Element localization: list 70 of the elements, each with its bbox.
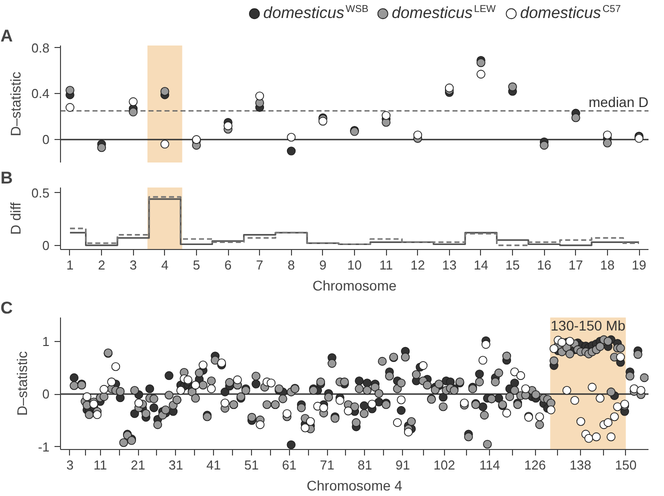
x-tick-label: 14	[474, 258, 488, 272]
y-tick-label: 0.5	[31, 185, 50, 200]
x-tick-label: 6	[224, 258, 232, 272]
x-tick-label: 19	[632, 258, 646, 272]
y-tick-label: 0.8	[31, 40, 50, 56]
x-tick-label: 138	[570, 458, 592, 472]
x-tick-label: 15	[505, 258, 520, 272]
x-tick-label: 16	[536, 258, 552, 272]
x-tick-label: 10	[347, 258, 362, 272]
y-axis-title: D–statistic	[14, 351, 30, 416]
x-axis-title: Chromosome	[312, 278, 397, 294]
x-tick-label: 17	[568, 258, 584, 272]
x-tick-label: 61	[282, 458, 297, 472]
x-tick-label: 3	[130, 258, 137, 272]
point	[571, 113, 580, 122]
x-tick-label: 5	[192, 258, 200, 272]
x-tick-label: 91	[395, 458, 410, 472]
point	[128, 108, 138, 116]
x-tick-label: 12	[410, 258, 425, 272]
x-tick-label: 3	[66, 458, 74, 472]
x-tick-label: 150	[614, 458, 637, 472]
point	[318, 116, 328, 126]
point	[603, 138, 612, 148]
x-tick-label: 31	[168, 458, 184, 472]
x-tick-label: 13	[442, 258, 457, 272]
x-tick-label: 21	[130, 458, 146, 472]
ref-line-label: median D	[588, 94, 649, 110]
point	[66, 86, 74, 95]
point	[413, 130, 422, 140]
x-tick-label: 41	[206, 458, 221, 472]
x-tick-label: 102	[433, 458, 456, 472]
x-tick-label: 51	[244, 458, 259, 472]
point	[286, 132, 296, 142]
x-tick-label: 7	[256, 258, 264, 272]
x-tick-label: 11	[379, 258, 393, 272]
y-tick-label: 1	[42, 334, 50, 349]
y-tick-label: 0	[42, 238, 50, 253]
point	[476, 58, 486, 68]
point	[160, 86, 170, 96]
x-tick-label: 4	[161, 258, 168, 272]
x-tick-label: 18	[600, 258, 615, 272]
chart-title: B	[0, 168, 13, 188]
y-tick-label: 0	[42, 132, 50, 148]
point	[540, 140, 549, 150]
point	[444, 84, 454, 92]
x-tick-label: 2	[98, 258, 106, 272]
band-label: 130-150 Mb	[550, 318, 626, 334]
x-tick-label: 8	[288, 258, 295, 272]
x-tick-label: 11	[93, 458, 107, 472]
y-axis-title: D–statistic	[7, 72, 24, 136]
chart-title: C	[0, 298, 13, 318]
point	[160, 140, 170, 149]
point	[508, 82, 517, 92]
x-tick-label: 114	[479, 458, 500, 472]
y-tick-label: 0	[42, 386, 50, 402]
y-tick-label: -1	[38, 439, 50, 454]
point	[224, 121, 232, 130]
x-tick-label: 81	[358, 458, 372, 472]
point	[97, 143, 106, 152]
y-axis-title: D diff	[7, 202, 24, 235]
x-tick-label: 9	[319, 258, 327, 272]
x-tick-label: 126	[524, 458, 546, 472]
point	[603, 130, 612, 140]
x-tick-label: 71	[320, 458, 334, 472]
point	[286, 146, 296, 156]
y-tick-label: 0.4	[31, 86, 50, 102]
x-tick-label: 1	[66, 258, 74, 272]
x-axis-title: Chromosome 4	[306, 478, 403, 494]
chart-title: A	[0, 26, 13, 46]
point	[382, 111, 391, 120]
